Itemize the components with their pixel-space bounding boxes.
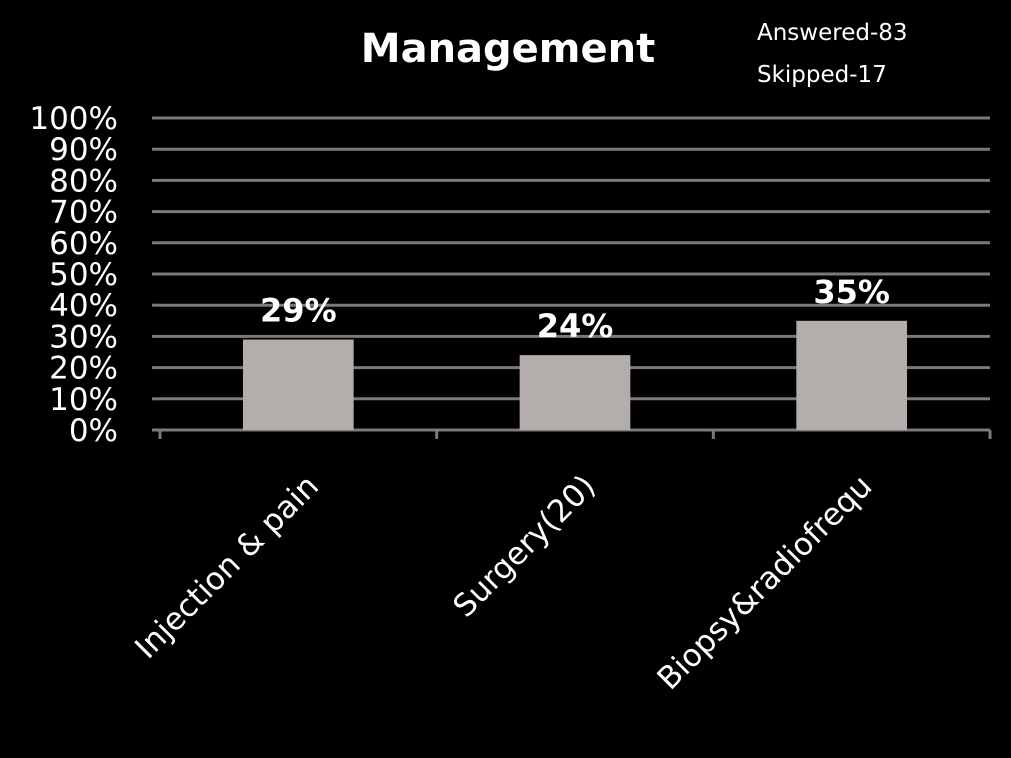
y-tick-label: 0% [69,413,118,449]
y-tick-label: 20% [49,351,118,387]
chart-title: Management [361,26,655,72]
answered-count-annotation: Answered-83 [757,20,908,46]
bar-value-label: 35% [813,273,890,311]
bar-value-labels: 29% 24% 35% [260,273,890,345]
y-tick-label: 60% [49,226,118,262]
bar-value-label: 24% [537,307,614,345]
y-tick-label: 30% [49,319,118,355]
y-tick-label: 10% [49,382,118,418]
y-tick-label: 70% [49,195,118,231]
y-tick-label: 80% [49,163,118,199]
skipped-count-annotation: Skipped-17 [757,62,887,88]
y-tick-label: 40% [49,288,118,324]
bars [243,320,907,430]
bar-1 [519,355,631,430]
y-tick-label: 50% [49,257,118,293]
y-tick-label: 90% [49,132,118,168]
y-tick-label: 100% [29,101,118,137]
bar-value-label: 29% [260,292,337,330]
y-axis-tick-labels: 0%10%20%30%40%50%60%70%80%90%100% [29,101,118,449]
bar-2 [796,320,907,430]
bar-0 [243,339,354,430]
